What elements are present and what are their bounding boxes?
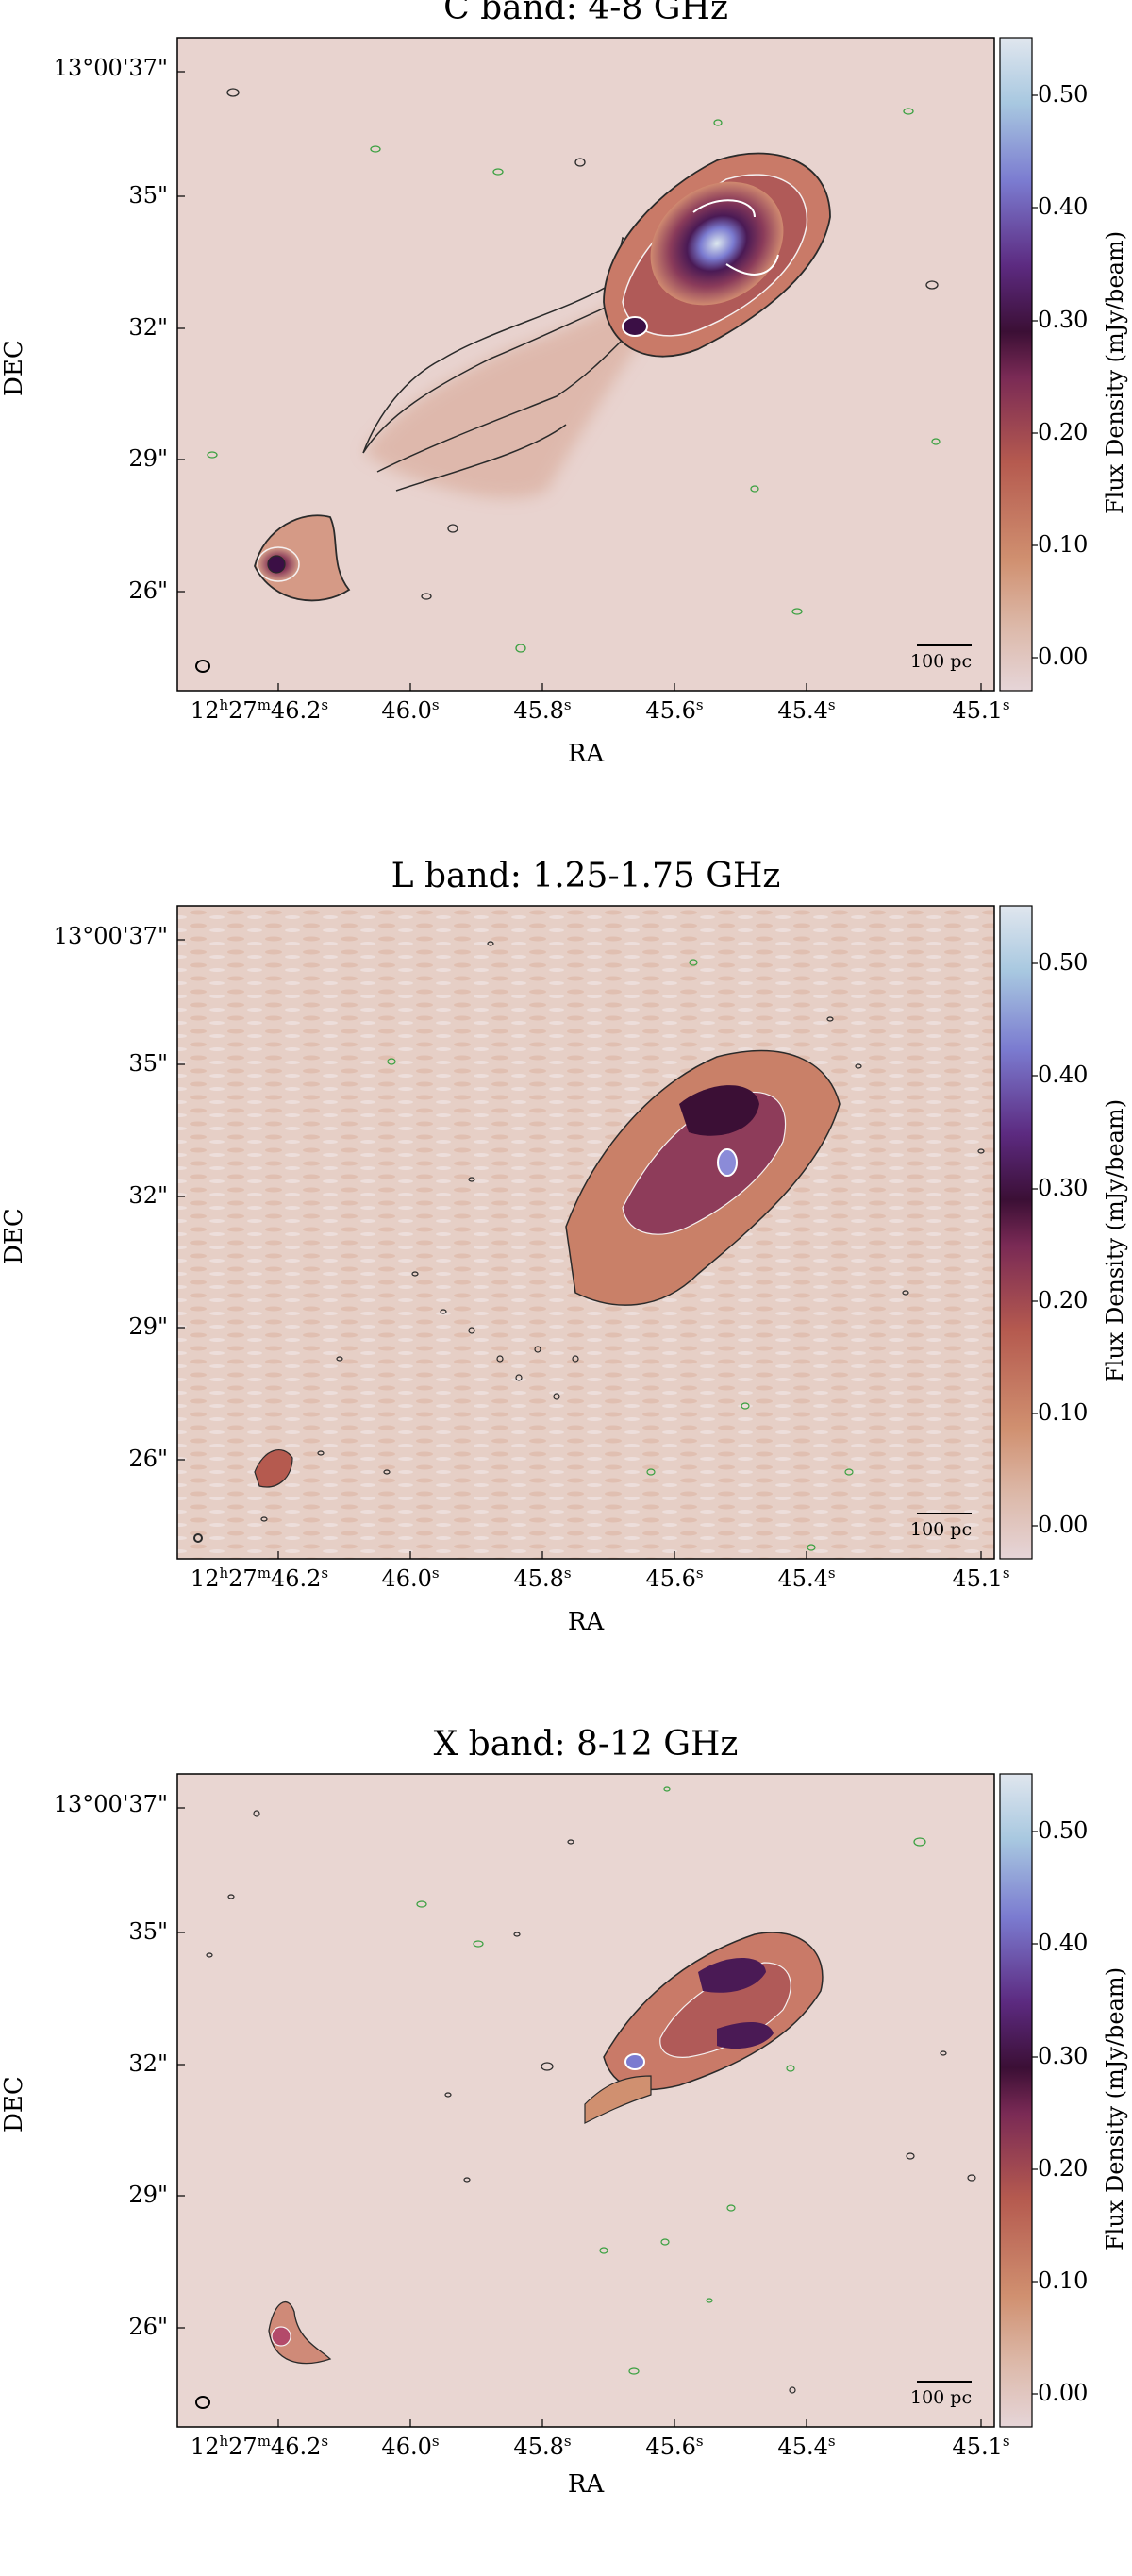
colorbar-tick: 0.00 xyxy=(1038,2380,1089,2406)
ra-tick: 12h27m46.2s xyxy=(190,696,329,724)
colorbar-label: Flux Density (mJy/beam) xyxy=(1102,1098,1128,1382)
radio-map-x-band xyxy=(176,1773,1038,2428)
panel-title: C band: 4-8 GHz xyxy=(443,0,728,27)
dec-tick: 26" xyxy=(128,577,168,604)
radio-map-l-band xyxy=(176,905,1038,1560)
panel-x-band: X band: 8-12 GHz xyxy=(0,1725,1132,2576)
ra-tick: 45.1s xyxy=(952,2433,1010,2460)
colorbar-tick: 0.00 xyxy=(1038,1512,1089,1538)
y-axis-label: DEC xyxy=(0,1208,28,1264)
ra-tick: 45.4s xyxy=(777,696,836,724)
dec-tick: 26" xyxy=(128,2314,168,2340)
scale-bar-label: 100 pc xyxy=(910,1519,973,1540)
dec-tick: 13°00'37" xyxy=(53,1791,168,1817)
ra-tick: 46.0s xyxy=(381,696,440,724)
ra-tick: 45.4s xyxy=(777,2433,836,2460)
ra-tick: 12h27m46.2s xyxy=(190,2433,329,2460)
x-axis-label: RA xyxy=(567,2470,605,2499)
colorbar-tick: 0.10 xyxy=(1038,1399,1089,1426)
ra-tick: 12h27m46.2s xyxy=(190,1564,329,1592)
x-axis-label: RA xyxy=(567,1608,605,1636)
colorbar-tick: 0.10 xyxy=(1038,531,1089,558)
ra-tick: 45.4s xyxy=(777,1564,836,1592)
map-frame xyxy=(176,1773,995,2428)
panel-title: L band: 1.25-1.75 GHz xyxy=(391,857,781,895)
ra-tick: 45.6s xyxy=(645,1564,704,1592)
dec-tick: 35" xyxy=(128,1050,168,1077)
dec-tick: 29" xyxy=(128,2182,168,2208)
y-axis-label: DEC xyxy=(0,2076,28,2133)
x-axis-label: RA xyxy=(567,740,605,768)
dec-tick: 29" xyxy=(128,1313,168,1340)
ra-tick: 45.6s xyxy=(645,696,704,724)
ra-tick: 45.8s xyxy=(513,2433,572,2460)
dec-tick: 32" xyxy=(128,1182,168,1209)
panel-title: X band: 8-12 GHz xyxy=(433,1725,739,1764)
colorbar-tick: 0.40 xyxy=(1038,193,1089,220)
dec-tick: 13°00'37" xyxy=(53,55,168,81)
ra-tick: 45.1s xyxy=(952,696,1010,724)
panel-c-band: C band: 4-8 GHz xyxy=(0,0,1132,840)
ra-tick: 45.8s xyxy=(513,696,572,724)
scale-bar-label: 100 pc xyxy=(910,2387,973,2408)
dec-tick: 35" xyxy=(128,1918,168,1945)
scale-bar-label: 100 pc xyxy=(910,651,973,672)
colorbar-tick: 0.50 xyxy=(1038,81,1089,108)
dec-tick: 32" xyxy=(128,314,168,341)
dec-tick: 26" xyxy=(128,1446,168,1472)
radio-map-c-band xyxy=(176,37,1038,692)
colorbar-tick: 0.20 xyxy=(1038,2155,1089,2182)
dec-tick: 29" xyxy=(128,445,168,472)
colorbar-tick: 0.10 xyxy=(1038,2267,1089,2294)
colorbar-tick: 0.50 xyxy=(1038,949,1089,976)
ra-tick: 45.6s xyxy=(645,2433,704,2460)
colorbar-label: Flux Density (mJy/beam) xyxy=(1102,230,1128,514)
dec-tick: 35" xyxy=(128,182,168,209)
colorbar-tick: 0.20 xyxy=(1038,419,1089,445)
colorbar-tick: 0.00 xyxy=(1038,644,1089,670)
colorbar-tick: 0.50 xyxy=(1038,1817,1089,1844)
dec-tick: 32" xyxy=(128,2050,168,2077)
colorbar-tick: 0.20 xyxy=(1038,1287,1089,1313)
panel-l-band: L band: 1.25-1.75 GHz xyxy=(0,857,1132,1708)
colorbar-tick: 0.30 xyxy=(1038,2043,1089,2069)
colorbar-tick: 0.40 xyxy=(1038,1062,1089,1088)
ra-tick: 46.0s xyxy=(381,2433,440,2460)
dec-tick: 13°00'37" xyxy=(53,923,168,949)
ra-tick: 46.0s xyxy=(381,1564,440,1592)
colorbar-tick: 0.30 xyxy=(1038,307,1089,333)
colorbar-label: Flux Density (mJy/beam) xyxy=(1102,1966,1128,2250)
ra-tick: 45.1s xyxy=(952,1564,1010,1592)
colorbar-tick: 0.40 xyxy=(1038,1930,1089,1956)
ra-tick: 45.8s xyxy=(513,1564,572,1592)
colorbar-tick: 0.30 xyxy=(1038,1175,1089,1201)
y-axis-label: DEC xyxy=(0,340,28,396)
